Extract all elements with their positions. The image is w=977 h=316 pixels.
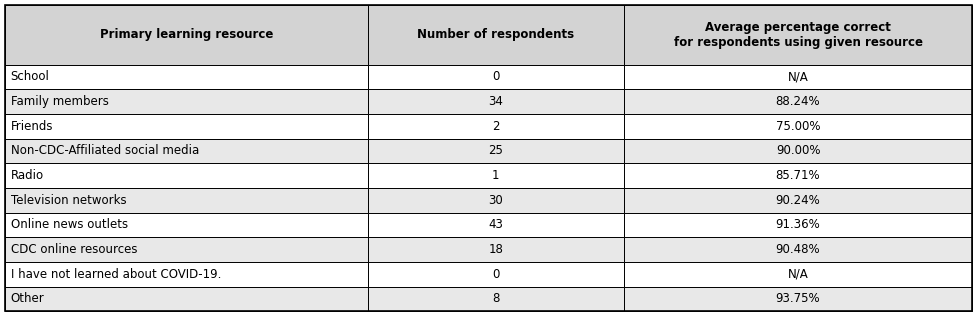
Text: 90.24%: 90.24%	[776, 194, 821, 207]
Text: 8: 8	[492, 292, 499, 306]
Text: 43: 43	[488, 218, 503, 231]
Bar	[367, 64, 624, 89]
Bar	[624, 213, 972, 237]
Bar	[367, 138, 624, 163]
Bar	[624, 5, 972, 64]
Bar	[624, 188, 972, 213]
Text: N/A: N/A	[787, 268, 808, 281]
Bar	[367, 163, 624, 188]
Text: 34: 34	[488, 95, 503, 108]
Bar	[624, 64, 972, 89]
Text: 93.75%: 93.75%	[776, 292, 821, 306]
Bar	[367, 213, 624, 237]
Bar	[624, 163, 972, 188]
Text: 88.24%: 88.24%	[776, 95, 821, 108]
Text: Number of respondents: Number of respondents	[417, 28, 574, 41]
Text: 90.48%: 90.48%	[776, 243, 821, 256]
Bar	[624, 138, 972, 163]
Text: Non-CDC-Affiliated social media: Non-CDC-Affiliated social media	[11, 144, 199, 157]
Bar	[5, 262, 367, 287]
Bar	[5, 237, 367, 262]
Text: Family members: Family members	[11, 95, 108, 108]
Bar	[367, 262, 624, 287]
Bar	[5, 114, 367, 138]
Bar	[624, 262, 972, 287]
Text: CDC online resources: CDC online resources	[11, 243, 137, 256]
Bar	[367, 237, 624, 262]
Text: Radio: Radio	[11, 169, 44, 182]
Bar	[367, 114, 624, 138]
Bar	[624, 237, 972, 262]
Text: Television networks: Television networks	[11, 194, 126, 207]
Bar	[5, 64, 367, 89]
Bar	[5, 213, 367, 237]
Text: 25: 25	[488, 144, 503, 157]
Text: I have not learned about COVID-19.: I have not learned about COVID-19.	[11, 268, 221, 281]
Text: 90.00%: 90.00%	[776, 144, 821, 157]
Text: 0: 0	[492, 70, 499, 83]
Text: 85.71%: 85.71%	[776, 169, 821, 182]
Bar	[624, 287, 972, 311]
Bar	[5, 5, 367, 64]
Bar	[367, 287, 624, 311]
Bar	[5, 163, 367, 188]
Text: 75.00%: 75.00%	[776, 120, 821, 133]
Bar	[5, 138, 367, 163]
Text: 2: 2	[492, 120, 499, 133]
Bar	[5, 89, 367, 114]
Bar	[624, 114, 972, 138]
Text: Friends: Friends	[11, 120, 54, 133]
Text: N/A: N/A	[787, 70, 808, 83]
Text: 1: 1	[492, 169, 499, 182]
Text: 30: 30	[488, 194, 503, 207]
Text: Other: Other	[11, 292, 45, 306]
Bar	[367, 188, 624, 213]
Bar	[367, 89, 624, 114]
Text: Average percentage correct
for respondents using given resource: Average percentage correct for responden…	[673, 21, 922, 49]
Bar	[5, 188, 367, 213]
Text: 18: 18	[488, 243, 503, 256]
Text: Primary learning resource: Primary learning resource	[100, 28, 273, 41]
Bar	[367, 5, 624, 64]
Bar	[624, 89, 972, 114]
Text: School: School	[11, 70, 50, 83]
Text: 91.36%: 91.36%	[776, 218, 821, 231]
Bar	[5, 287, 367, 311]
Text: 0: 0	[492, 268, 499, 281]
Text: Online news outlets: Online news outlets	[11, 218, 128, 231]
